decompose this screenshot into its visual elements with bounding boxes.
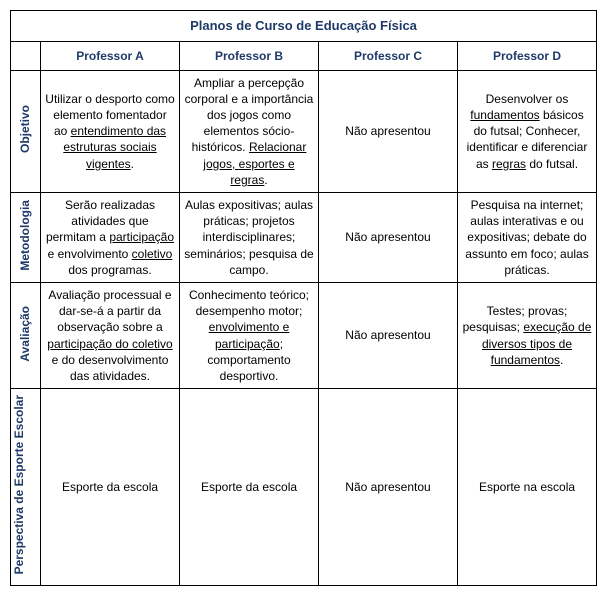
- col-professor-a: Professor A: [41, 41, 180, 70]
- cell: Avaliação processual e dar-se-á a partir…: [41, 282, 180, 388]
- cell: Esporte na escola: [458, 389, 597, 586]
- row-header: Perspectiva de Esporte Escolar: [11, 389, 41, 586]
- table-title: Planos de Curso de Educação Física: [11, 11, 597, 42]
- table-row: Objetivo Utilizar o desporto como element…: [11, 70, 597, 192]
- cell: Esporte da escola: [41, 389, 180, 586]
- cell: Esporte da escola: [180, 389, 319, 586]
- col-professor-c: Professor C: [319, 41, 458, 70]
- cell: Ampliar a percepção corporal e a importâ…: [180, 70, 319, 192]
- row-header: Metodologia: [11, 193, 41, 283]
- row-header: Objetivo: [11, 70, 41, 192]
- cell: Desenvolver os fundamentos básicos do fu…: [458, 70, 597, 192]
- cell: Não apresentou: [319, 193, 458, 283]
- course-plans-table: Planos de Curso de Educação Física Profe…: [10, 10, 597, 586]
- cell: Testes; provas; pesquisas; execução de d…: [458, 282, 597, 388]
- cell: Utilizar o desporto como elemento foment…: [41, 70, 180, 192]
- cell: Aulas expositivas; aulas práticas; proje…: [180, 193, 319, 283]
- table-row: Avaliação Avaliação processual e dar-se-á…: [11, 282, 597, 388]
- cell: Pesquisa na internet; aulas interativas …: [458, 193, 597, 283]
- table-body: Objetivo Utilizar o desporto como element…: [11, 70, 597, 585]
- cell: Serão realizadas atividades que permitam…: [41, 193, 180, 283]
- row-header-label: Objetivo: [17, 105, 33, 153]
- table-row: Metodologia Serão realizadas atividades q…: [11, 193, 597, 283]
- row-header-label: Avaliação: [17, 306, 33, 362]
- col-professor-b: Professor B: [180, 41, 319, 70]
- corner-cell: [11, 41, 41, 70]
- column-header-row: Professor A Professor B Professor C Prof…: [11, 41, 597, 70]
- row-header-label: Perspectiva de Esporte Escolar: [13, 395, 53, 574]
- row-header-label: Metodologia: [17, 200, 33, 271]
- table-row: Perspectiva de Esporte EscolarEsporte da…: [11, 389, 597, 586]
- row-header: Avaliação: [11, 282, 41, 388]
- cell: Conhecimento teórico; desempenho motor; …: [180, 282, 319, 388]
- cell: Não apresentou: [319, 389, 458, 586]
- cell: Não apresentou: [319, 70, 458, 192]
- col-professor-d: Professor D: [458, 41, 597, 70]
- cell: Não apresentou: [319, 282, 458, 388]
